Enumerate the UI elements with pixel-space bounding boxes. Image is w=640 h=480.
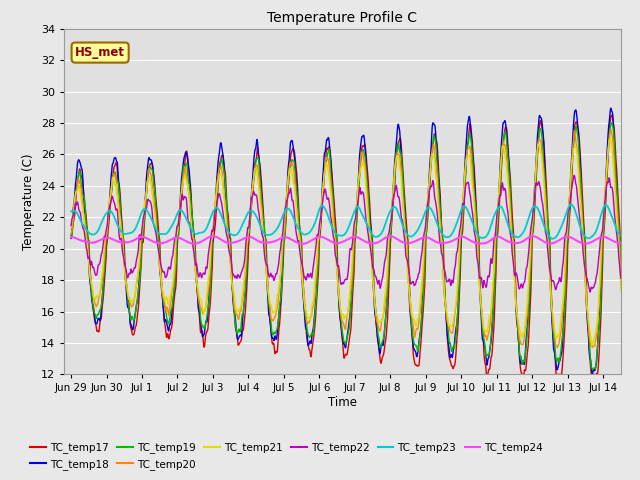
TC_temp24 [335,240,342,246]
TC_temp22 [500,187,508,193]
TC_temp24 [320,235,328,240]
TC_temp17 [95,327,103,333]
TC_temp20 [601,195,609,201]
TC_temp22 [602,196,609,202]
TC_temp21 [335,286,342,291]
TC_temp18 [67,236,75,241]
TC_temp22 [67,223,75,228]
Legend: TC_temp17, TC_temp18, TC_temp19, TC_temp20, TC_temp21, TC_temp22, TC_temp23, TC_: TC_temp17, TC_temp18, TC_temp19, TC_temp… [26,438,547,474]
TC_temp20 [500,141,508,147]
Line: TC_temp21: TC_temp21 [71,139,621,346]
TC_temp18 [95,316,103,322]
TC_temp24 [617,240,625,246]
TC_temp17 [500,131,508,137]
TC_temp22 [335,263,342,268]
TC_temp21 [617,288,625,294]
TC_temp23 [602,203,609,208]
TC_temp20 [320,177,328,182]
TC_temp20 [554,345,561,350]
Line: TC_temp23: TC_temp23 [71,204,621,239]
TC_temp23 [67,208,75,214]
TC_temp24 [500,237,508,242]
X-axis label: Time: Time [328,396,357,409]
TC_temp17 [601,216,609,221]
TC_temp24 [602,234,609,240]
TC_temp23 [602,202,609,208]
TC_temp18 [335,293,342,299]
TC_temp23 [95,226,103,231]
TC_temp17 [320,180,328,185]
TC_temp18 [601,202,609,207]
TC_temp21 [67,225,75,231]
Title: Temperature Profile C: Temperature Profile C [268,11,417,25]
TC_temp17 [607,112,615,118]
Y-axis label: Temperature (C): Temperature (C) [22,153,35,250]
Line: TC_temp20: TC_temp20 [71,130,621,348]
TC_temp22 [570,173,578,179]
TC_temp21 [607,136,614,142]
TC_temp19 [602,203,609,209]
TC_temp17 [602,211,609,217]
TC_temp17 [335,282,342,288]
TC_temp23 [548,236,556,241]
TC_temp22 [95,262,103,267]
Line: TC_temp18: TC_temp18 [71,108,621,373]
TC_temp18 [607,105,615,111]
Line: TC_temp22: TC_temp22 [71,176,621,292]
TC_temp18 [500,120,508,125]
Line: TC_temp17: TC_temp17 [71,115,621,374]
TC_temp22 [602,193,609,199]
TC_temp19 [320,176,328,182]
TC_temp23 [500,209,508,215]
TC_temp23 [617,232,625,238]
TC_temp22 [320,192,328,197]
TC_temp19 [335,288,342,293]
TC_temp19 [67,235,75,240]
TC_temp24 [602,234,609,240]
TC_temp20 [335,290,342,296]
TC_temp21 [588,343,596,348]
TC_temp18 [320,159,328,165]
TC_temp18 [589,371,596,376]
TC_temp20 [617,275,625,280]
TC_temp20 [95,293,103,299]
TC_temp21 [320,175,328,181]
TC_temp17 [483,372,490,377]
TC_temp20 [607,127,614,132]
TC_temp19 [589,367,597,372]
Line: TC_temp24: TC_temp24 [71,236,621,244]
TC_temp21 [601,192,609,198]
TC_temp17 [67,235,75,240]
TC_temp22 [586,289,594,295]
TC_temp21 [602,189,609,195]
TC_temp24 [529,233,537,239]
TC_temp21 [500,146,508,152]
TC_temp18 [617,272,625,278]
TC_temp17 [617,241,625,247]
TC_temp21 [95,292,103,298]
TC_temp19 [601,208,609,214]
TC_temp19 [607,120,615,126]
TC_temp23 [320,204,328,210]
TC_temp19 [500,135,508,141]
TC_temp24 [67,234,75,240]
TC_temp20 [67,231,75,237]
Text: HS_met: HS_met [75,46,125,59]
TC_temp18 [602,196,609,202]
TC_temp22 [617,276,625,281]
TC_temp20 [602,190,609,196]
TC_temp23 [567,202,575,207]
TC_temp24 [95,238,103,243]
Line: TC_temp19: TC_temp19 [71,123,621,370]
TC_temp19 [617,267,625,273]
TC_temp23 [335,232,342,238]
TC_temp24 [299,241,307,247]
TC_temp19 [95,309,103,314]
